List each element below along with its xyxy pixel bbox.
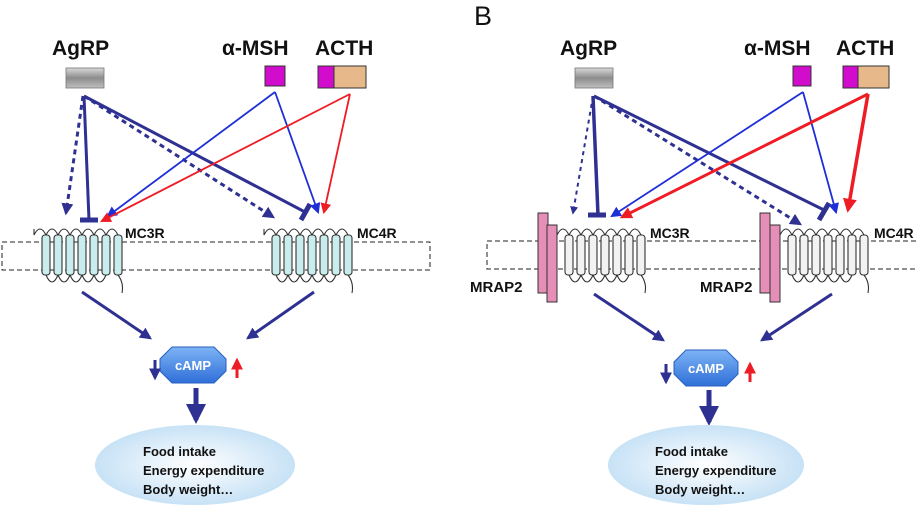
- agrp-symbol-a: [65, 67, 105, 89]
- mc4r-label-a: MC4R: [357, 225, 397, 241]
- msh-symbol-a: [264, 65, 286, 87]
- agrp-arrows-a: [61, 94, 313, 223]
- membrane-a: [1, 241, 431, 271]
- agrp-label-b: AgRP: [560, 37, 617, 60]
- agrp-arrows-b: [570, 94, 832, 226]
- msh-arrows-a: [106, 91, 321, 218]
- mrap2-label-mc4r: MRAP2: [700, 279, 753, 296]
- camp-node-a: cAMP: [159, 346, 227, 384]
- acth-label-b: ACTH: [836, 37, 894, 60]
- agrp-symbol-b: [574, 67, 614, 89]
- outcome-weight-a: Body weight…: [143, 482, 233, 497]
- mrap2-label-mc3r: MRAP2: [470, 279, 523, 296]
- acth-symbol-a: [317, 65, 367, 89]
- outcome-food-b: Food intake: [655, 444, 728, 459]
- mrap2-protein-mc3r: [537, 212, 558, 303]
- agrp-label-a: AgRP: [52, 37, 109, 60]
- camp-node-b: cAMP: [673, 349, 739, 387]
- outcome-ellipse-a: [95, 425, 295, 505]
- mc3r-receptor-b: [556, 228, 647, 294]
- acth-arrows-b: [619, 92, 870, 219]
- acth-arrows-a: [100, 93, 351, 222]
- membrane-b: [486, 240, 918, 270]
- mc4r-receptor-b: [779, 228, 870, 294]
- mc4r-receptor-a: [263, 228, 354, 294]
- mc4r-to-camp-arrow-b: [759, 292, 833, 342]
- mc3r-to-camp-arrow-a: [81, 290, 152, 340]
- acth-symbol-b: [842, 65, 890, 89]
- mc3r-label-b: MC3R: [650, 225, 690, 241]
- mc3r-receptor-a: [33, 228, 124, 294]
- panel-b-label: B: [474, 1, 492, 31]
- mc3r-to-camp-arrow-b: [593, 292, 665, 342]
- acth-label-a: ACTH: [315, 37, 373, 60]
- outcome-energy-b: Energy expenditure: [655, 463, 776, 478]
- outcome-energy-a: Energy expenditure: [143, 463, 264, 478]
- mc3r-label-a: MC3R: [125, 225, 165, 241]
- mrap2-protein-mc4r: [759, 212, 781, 303]
- outcome-weight-b: Body weight…: [655, 482, 745, 497]
- panel-b: B AgRP α-MSH ACTH: [470, 1, 918, 505]
- panel-a: AgRP α-MSH ACTH: [1, 37, 431, 505]
- camp-label-a: cAMP: [175, 358, 211, 373]
- msh-symbol-b: [792, 65, 812, 87]
- mc4r-label-b: MC4R: [874, 225, 914, 241]
- camp-label-b: cAMP: [688, 361, 724, 376]
- msh-arrows-b: [610, 91, 839, 218]
- msh-label-a: α-MSH: [222, 37, 289, 60]
- outcome-ellipse-b: [608, 425, 804, 505]
- outcome-food-a: Food intake: [143, 444, 216, 459]
- msh-label-b: α-MSH: [744, 37, 811, 60]
- mc4r-to-camp-arrow-a: [246, 290, 315, 340]
